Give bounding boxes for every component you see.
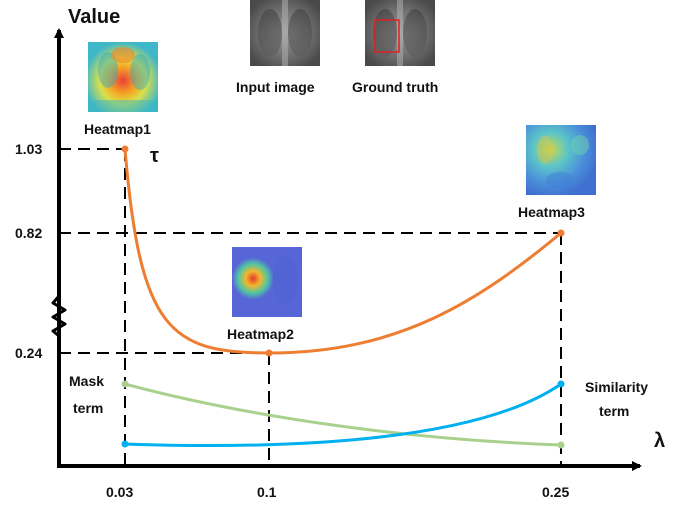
similarity-point-end (557, 380, 565, 388)
mask-term-label-line1: Mask (69, 373, 104, 389)
x-tick-label-0-03: 0.03 (106, 484, 133, 500)
guide-lines (59, 148, 562, 466)
heatmap2-image (232, 247, 302, 317)
mask-term-label-line2: term (73, 400, 103, 416)
tau-point-1 (121, 145, 129, 153)
tau-point-2 (265, 349, 273, 357)
mask-term-curve (124, 382, 562, 447)
heatmap3-label: Heatmap3 (518, 204, 585, 220)
y-tick-label-0-82: 0.82 (15, 225, 42, 241)
mask-point-start (121, 380, 129, 388)
x-axis-title: λ (654, 430, 665, 452)
tau-curve (123, 148, 562, 355)
y-axis-title: Value (68, 6, 120, 28)
input-image-label: Input image (236, 79, 315, 95)
heatmap2-label: Heatmap2 (227, 326, 294, 342)
x-tick-label-0-1: 0.1 (257, 484, 277, 500)
similarity-point-start (121, 440, 129, 448)
tau-point-3 (557, 229, 565, 237)
similarity-term-label-line2: term (599, 403, 629, 419)
heatmap3-image (526, 125, 596, 195)
tau-label: τ (150, 145, 159, 167)
input-image (250, 0, 320, 66)
heatmap1-image (88, 42, 158, 112)
y-tick-label-0-24: 0.24 (15, 345, 42, 361)
x-tick-label-0-25: 0.25 (542, 484, 569, 500)
axis-break-icon (51, 295, 67, 338)
heatmap1-label: Heatmap1 (84, 121, 151, 137)
ground-truth-image (365, 0, 435, 66)
mask-point-end (557, 441, 565, 449)
similarity-term-label-line1: Similarity (585, 379, 648, 395)
y-tick-label-1-03: 1.03 (15, 141, 42, 157)
similarity-term-curve (124, 382, 562, 448)
ground-truth-label: Ground truth (352, 79, 438, 95)
ground-truth-box (374, 19, 400, 53)
